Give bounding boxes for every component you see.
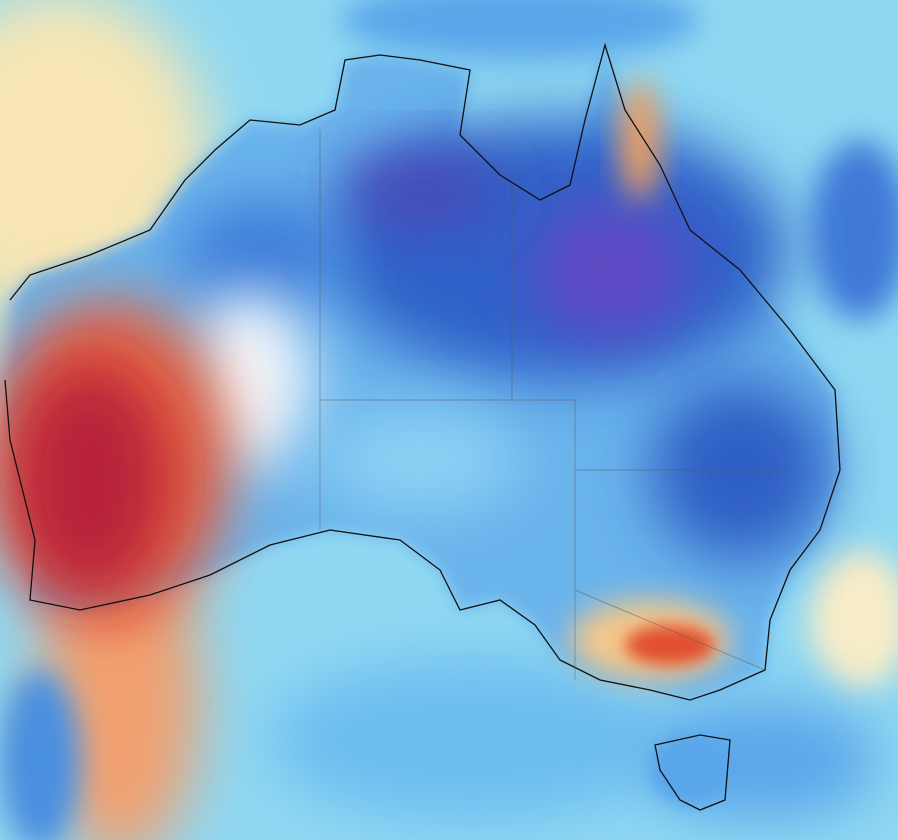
land-field <box>0 45 840 805</box>
coastline <box>4 42 841 811</box>
state-borders <box>319 130 790 680</box>
